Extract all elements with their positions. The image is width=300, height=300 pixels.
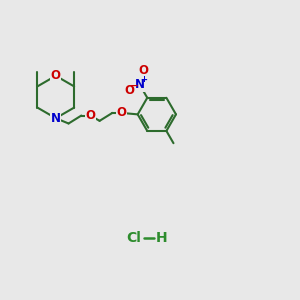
Text: Cl: Cl xyxy=(126,231,141,245)
Text: O: O xyxy=(51,69,61,82)
Text: H: H xyxy=(156,231,168,245)
Text: O: O xyxy=(85,109,95,122)
Text: +: + xyxy=(140,75,148,84)
Text: O: O xyxy=(138,64,148,77)
Text: −: − xyxy=(130,80,139,90)
Text: O: O xyxy=(116,106,127,119)
Text: N: N xyxy=(51,112,61,125)
Text: N: N xyxy=(135,78,145,91)
Text: O: O xyxy=(124,84,134,97)
